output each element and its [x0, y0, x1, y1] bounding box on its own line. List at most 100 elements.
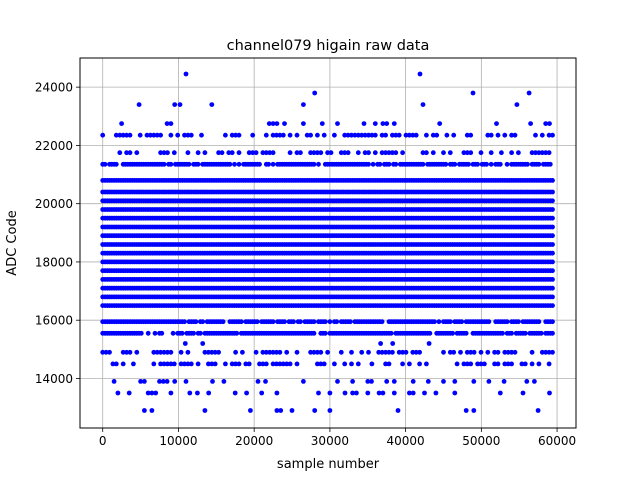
data-point [168, 161, 174, 167]
data-point [298, 319, 303, 325]
data-point [199, 132, 204, 138]
data-point [539, 349, 545, 355]
data-point [280, 361, 286, 367]
data-point [185, 349, 191, 355]
data-point [134, 349, 140, 355]
data-point [304, 132, 310, 138]
data-point [236, 150, 242, 156]
data-point [338, 150, 344, 156]
data-point [236, 361, 242, 367]
data-point [113, 132, 119, 138]
data-point [366, 349, 371, 355]
x-axis-ticks: 0 10000 20000 30000 40000 50000 60000 [99, 428, 576, 448]
data-point [202, 349, 208, 355]
data-point [427, 330, 433, 336]
data-point [210, 379, 215, 384]
data-point [298, 150, 303, 156]
data-point [183, 379, 189, 384]
data-point [504, 161, 510, 167]
data-point [355, 132, 361, 138]
data-point [417, 71, 423, 77]
data-point [376, 349, 382, 355]
data-point [424, 361, 429, 367]
data-point [390, 349, 395, 355]
plot-frame [79, 57, 577, 429]
data-point [327, 390, 333, 396]
data-point [422, 390, 427, 396]
data-point [294, 132, 300, 138]
data-point [372, 121, 378, 126]
data-point [377, 161, 383, 167]
data-point [195, 161, 201, 167]
data-point [488, 150, 494, 156]
data-point [153, 390, 159, 396]
data-point [512, 349, 518, 355]
y-tick-label: 24000 [35, 81, 73, 95]
data-point [550, 277, 555, 282]
data-point [525, 161, 530, 167]
data-point [318, 361, 324, 367]
data-point [250, 132, 256, 138]
data-point [500, 330, 505, 336]
data-point [380, 390, 386, 396]
data-point [221, 379, 227, 384]
data-point [161, 161, 167, 167]
data-point [154, 349, 160, 355]
data-point [200, 341, 206, 346]
data-point [253, 349, 259, 355]
data-point [376, 390, 382, 396]
data-point [420, 150, 426, 156]
x-axis-label: sample number [277, 457, 380, 472]
data-point [400, 349, 405, 355]
data-point [407, 390, 412, 396]
data-point [495, 132, 501, 138]
data-point [144, 132, 150, 138]
data-point [478, 349, 484, 355]
data-point [464, 349, 470, 355]
data-point [550, 303, 555, 308]
data-point [475, 161, 480, 167]
data-point [158, 361, 164, 367]
data-point [390, 150, 395, 156]
data-point [543, 150, 549, 156]
data-point [236, 161, 242, 167]
data-point [379, 132, 385, 138]
data-point [349, 349, 354, 355]
data-point [172, 102, 178, 107]
data-point [516, 319, 521, 325]
data-point [471, 349, 477, 355]
data-point [233, 361, 239, 367]
data-point [338, 349, 344, 355]
data-point [539, 150, 545, 156]
data-point [425, 379, 431, 384]
data-point [345, 150, 351, 156]
data-point [311, 150, 317, 156]
data-point [468, 361, 474, 367]
data-point [138, 330, 144, 336]
data-point [369, 379, 374, 384]
data-point [100, 349, 106, 355]
data-point [142, 408, 147, 413]
data-point [441, 349, 446, 355]
data-point [478, 150, 484, 156]
data-point [451, 132, 457, 138]
data-point [255, 379, 261, 384]
data-point [547, 121, 552, 126]
data-point [131, 361, 136, 367]
data-point [226, 150, 232, 156]
data-point [550, 189, 555, 195]
data-point [444, 132, 450, 138]
data-point [270, 161, 276, 167]
data-point [410, 132, 416, 138]
data-point [509, 150, 514, 156]
data-point [308, 150, 313, 156]
data-point [468, 132, 474, 138]
data-point [257, 361, 262, 367]
data-point [232, 161, 237, 167]
data-point [546, 132, 552, 138]
data-point [282, 319, 287, 325]
data-point [350, 390, 355, 396]
data-point [238, 319, 244, 325]
data-point [151, 349, 157, 355]
data-point [270, 361, 276, 367]
